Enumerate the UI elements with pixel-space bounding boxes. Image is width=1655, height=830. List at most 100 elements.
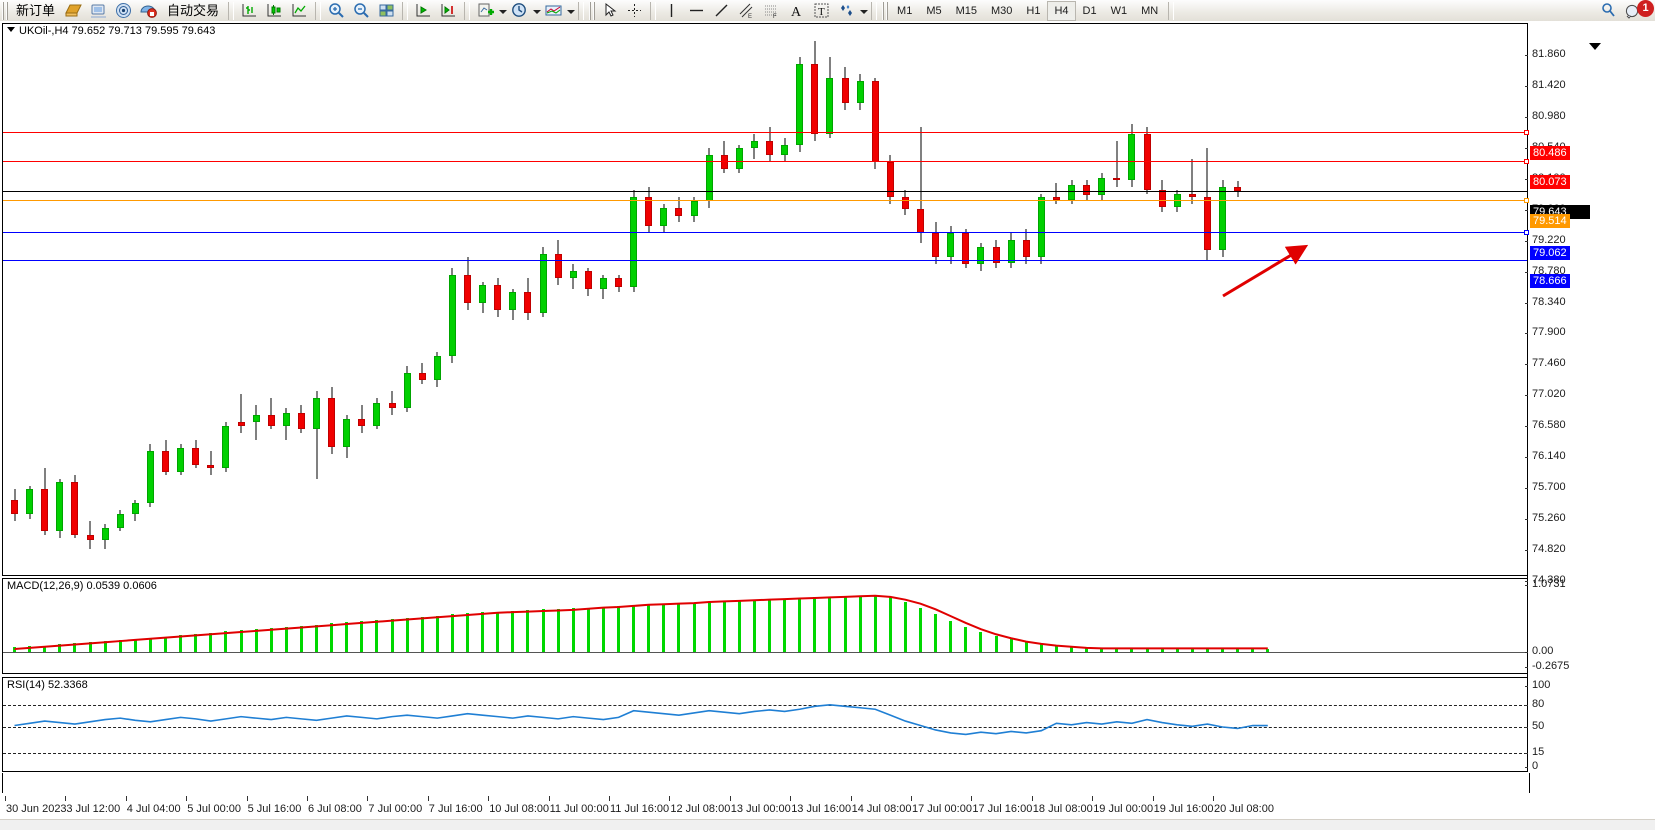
candle xyxy=(494,278,502,317)
indicators-add-icon[interactable] xyxy=(473,1,498,21)
candle xyxy=(811,40,819,142)
toolbar-grip[interactable] xyxy=(2,1,8,20)
objects-icon[interactable] xyxy=(834,1,859,21)
level-line-support-2[interactable] xyxy=(3,259,1527,261)
zoom-out-icon[interactable] xyxy=(349,1,374,21)
candle xyxy=(479,281,487,314)
candle xyxy=(1007,232,1015,268)
zoom-in-icon[interactable] xyxy=(324,1,349,21)
candle-body xyxy=(615,278,622,287)
candle xyxy=(690,197,698,223)
vertical-line-icon[interactable] xyxy=(659,1,684,21)
horizontal-scrollbar[interactable] xyxy=(0,819,1655,830)
candle-wick xyxy=(240,394,242,433)
chart-canvas[interactable]: UKOil-,H4 79.652 79.713 79.595 79.643 MA… xyxy=(0,21,1655,830)
price-axis[interactable]: 81.86081.42080.98080.54080.10079.66079.2… xyxy=(1525,44,1655,597)
macd-histogram-bar xyxy=(88,642,92,652)
candle-body xyxy=(1188,193,1196,198)
bar-chart-icon[interactable] xyxy=(237,1,262,21)
candle xyxy=(932,222,940,265)
macd-histogram-bar xyxy=(813,597,817,652)
macd-histogram-bar xyxy=(239,630,243,652)
signals-icon[interactable] xyxy=(111,1,136,21)
bullish-arrow-annotation[interactable] xyxy=(3,24,1527,575)
candle-body xyxy=(841,77,849,103)
period-clock-icon[interactable] xyxy=(507,1,532,21)
level-line-resistance-2[interactable] xyxy=(3,158,1529,164)
folder-icon[interactable] xyxy=(61,1,86,21)
candle xyxy=(509,288,517,321)
shift-end-icon[interactable] xyxy=(436,1,461,21)
equidistant-channel-icon[interactable]: E xyxy=(734,1,759,21)
chart-shift-icon[interactable] xyxy=(411,1,436,21)
indicators-dropdown-arrow[interactable] xyxy=(498,2,508,20)
timeframe-m1[interactable]: M1 xyxy=(897,4,913,17)
candle-body xyxy=(267,415,275,426)
cursor-icon[interactable] xyxy=(597,1,622,21)
objects-dropdown-arrow[interactable] xyxy=(859,2,869,20)
level-anchor[interactable] xyxy=(1524,158,1529,164)
time-axis[interactable]: 30 Jun 2023 3 Jul 12:00 4 Jul 04:00 5 Jul 0… xyxy=(2,773,1530,815)
text-label-icon[interactable]: A xyxy=(784,1,809,21)
level-line-support-1[interactable] xyxy=(3,229,1529,235)
level-line-pivot[interactable] xyxy=(3,197,1529,203)
templates-icon[interactable] xyxy=(541,1,566,21)
timeframe-m15[interactable]: M15 xyxy=(955,4,977,17)
macd-pane[interactable]: MACD(12,26,9) 0.0539 0.0606 xyxy=(2,578,1528,674)
trendline-icon[interactable] xyxy=(709,1,734,21)
rsi-pane[interactable]: RSI(14) 52.3368 xyxy=(2,677,1528,772)
crosshair-icon[interactable] xyxy=(622,1,647,21)
svg-text:E: E xyxy=(748,14,752,20)
autotrading-icon[interactable] xyxy=(136,1,161,21)
timeframe-mn[interactable]: MN xyxy=(1141,4,1159,17)
candlestick-chart-icon[interactable] xyxy=(262,1,287,21)
candle xyxy=(615,274,622,293)
timeframe-w1[interactable]: W1 xyxy=(1110,4,1128,17)
macd-histogram-bar xyxy=(1175,649,1179,652)
timeframe-grip[interactable] xyxy=(882,1,889,20)
timeframe-h4[interactable]: H4 xyxy=(1047,0,1076,21)
candle xyxy=(569,264,577,289)
macd-histogram-bar xyxy=(254,629,258,652)
horizontal-line-icon[interactable] xyxy=(684,1,709,21)
templates-dropdown-arrow[interactable] xyxy=(566,2,576,20)
candle xyxy=(1158,179,1166,212)
fibonacci-icon[interactable]: F xyxy=(759,1,784,21)
candle xyxy=(448,267,456,363)
profiles-icon[interactable] xyxy=(86,1,111,21)
macd-histogram-bar xyxy=(586,607,590,652)
macd-histogram-bar xyxy=(164,636,167,652)
line-studies-grip[interactable] xyxy=(589,1,596,20)
price-pane[interactable]: UKOil-,H4 79.652 79.713 79.595 79.643 xyxy=(2,23,1529,576)
autotrading-button[interactable]: 自动交易 xyxy=(161,1,225,21)
level-line-resistance-1[interactable] xyxy=(3,129,1529,135)
tile-windows-icon[interactable] xyxy=(374,1,399,21)
text-box-icon[interactable]: T xyxy=(809,1,834,21)
alerts-icon[interactable]: 1 xyxy=(1621,0,1654,21)
level-anchor[interactable] xyxy=(1524,197,1529,203)
line-chart-icon[interactable] xyxy=(287,1,312,21)
level-anchor[interactable] xyxy=(1524,229,1529,235)
macd-histogram-bar xyxy=(299,625,303,652)
price-tick: 78.780 xyxy=(1525,265,1566,277)
candle xyxy=(675,197,683,223)
macd-histogram-bar xyxy=(873,595,877,652)
macd-histogram-bar xyxy=(919,607,922,652)
search-icon[interactable] xyxy=(1596,1,1621,21)
new-order-button[interactable]: 新订单 xyxy=(10,1,61,21)
period-dropdown-arrow[interactable] xyxy=(532,2,542,20)
timeframe-d1[interactable]: D1 xyxy=(1082,4,1097,17)
chart-scroll-caret[interactable] xyxy=(1589,43,1601,50)
timeframe-m5[interactable]: M5 xyxy=(926,4,942,17)
macd-histogram-bar xyxy=(934,614,938,652)
candle-body xyxy=(947,232,955,258)
chart-dropdown-arrow-icon[interactable] xyxy=(7,27,15,32)
level-anchor[interactable] xyxy=(1524,129,1529,135)
candle xyxy=(977,243,985,272)
timeframe-h1[interactable]: H1 xyxy=(1026,4,1041,17)
level-line-last-price[interactable] xyxy=(3,190,1527,192)
macd-histogram-bar xyxy=(194,634,198,652)
timeframe-m30[interactable]: M30 xyxy=(991,4,1013,17)
time-tick-label: 18 Jul 08:00 xyxy=(1031,796,1093,815)
candle-body xyxy=(826,77,834,135)
